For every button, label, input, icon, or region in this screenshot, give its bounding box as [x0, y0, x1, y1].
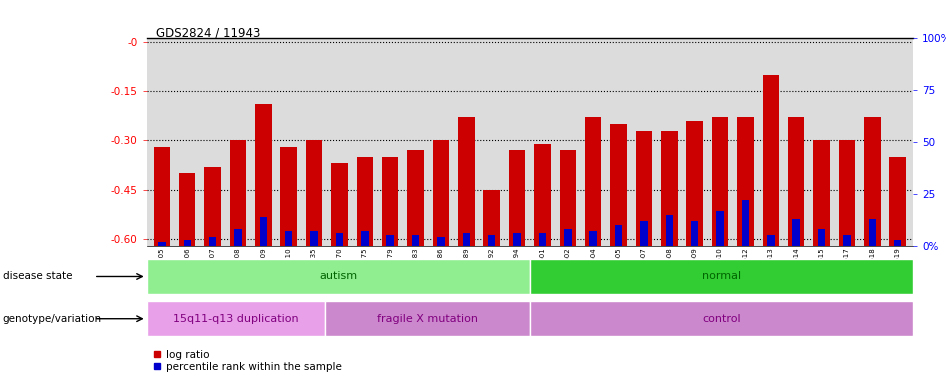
Bar — [814, 141, 830, 246]
Bar — [336, 233, 343, 246]
Bar — [843, 235, 850, 246]
Bar — [894, 240, 902, 246]
Bar — [230, 141, 246, 246]
Bar — [716, 210, 724, 246]
Bar — [762, 74, 780, 246]
Bar — [357, 157, 373, 246]
Bar — [209, 237, 217, 246]
Bar — [666, 215, 673, 246]
Bar — [387, 235, 394, 246]
Bar — [636, 131, 652, 246]
Bar — [615, 225, 622, 246]
Bar — [514, 233, 521, 246]
Bar — [280, 147, 297, 246]
Bar — [432, 141, 449, 246]
Bar — [259, 217, 267, 246]
Bar — [839, 141, 855, 246]
Bar — [408, 150, 424, 246]
Bar — [382, 157, 398, 246]
Bar — [868, 219, 876, 246]
Text: disease state: disease state — [3, 271, 72, 281]
Bar — [509, 150, 525, 246]
Bar — [306, 141, 323, 246]
Bar — [204, 167, 220, 246]
Bar — [530, 259, 913, 294]
Bar — [483, 190, 499, 246]
Bar — [737, 118, 754, 246]
Bar — [184, 240, 191, 246]
Bar — [325, 301, 530, 336]
Bar — [235, 229, 241, 246]
Bar — [158, 242, 166, 246]
Bar — [560, 150, 576, 246]
Text: normal: normal — [702, 271, 741, 281]
Bar — [687, 121, 703, 246]
Bar — [310, 231, 318, 246]
Bar — [711, 118, 728, 246]
Bar — [564, 229, 571, 246]
Bar — [538, 233, 546, 246]
Legend: log ratio, percentile rank within the sample: log ratio, percentile rank within the sa… — [152, 350, 342, 372]
Text: genotype/variation: genotype/variation — [3, 314, 102, 324]
Bar — [361, 231, 369, 246]
Bar — [788, 118, 804, 246]
Bar — [179, 173, 196, 246]
Bar — [147, 301, 325, 336]
Bar — [153, 147, 170, 246]
Bar — [864, 118, 881, 246]
Bar — [331, 164, 348, 246]
Bar — [585, 118, 602, 246]
Bar — [437, 237, 445, 246]
Bar — [610, 124, 627, 246]
Bar — [742, 200, 749, 246]
Text: GDS2824 / 11943: GDS2824 / 11943 — [156, 27, 260, 40]
Bar — [534, 144, 551, 246]
Text: fragile X mutation: fragile X mutation — [377, 314, 478, 324]
Bar — [889, 157, 906, 246]
Bar — [463, 233, 470, 246]
Bar — [767, 235, 775, 246]
Bar — [488, 235, 496, 246]
Text: control: control — [702, 314, 741, 324]
Text: autism: autism — [319, 271, 358, 281]
Bar — [640, 221, 648, 246]
Bar — [147, 259, 530, 294]
Bar — [818, 229, 825, 246]
Bar — [589, 231, 597, 246]
Bar — [255, 104, 272, 246]
Bar — [793, 219, 800, 246]
Text: 15q11-q13 duplication: 15q11-q13 duplication — [173, 314, 299, 324]
Bar — [530, 301, 913, 336]
Bar — [661, 131, 677, 246]
Bar — [691, 221, 698, 246]
Bar — [285, 231, 292, 246]
Bar — [412, 235, 419, 246]
Bar — [458, 118, 475, 246]
